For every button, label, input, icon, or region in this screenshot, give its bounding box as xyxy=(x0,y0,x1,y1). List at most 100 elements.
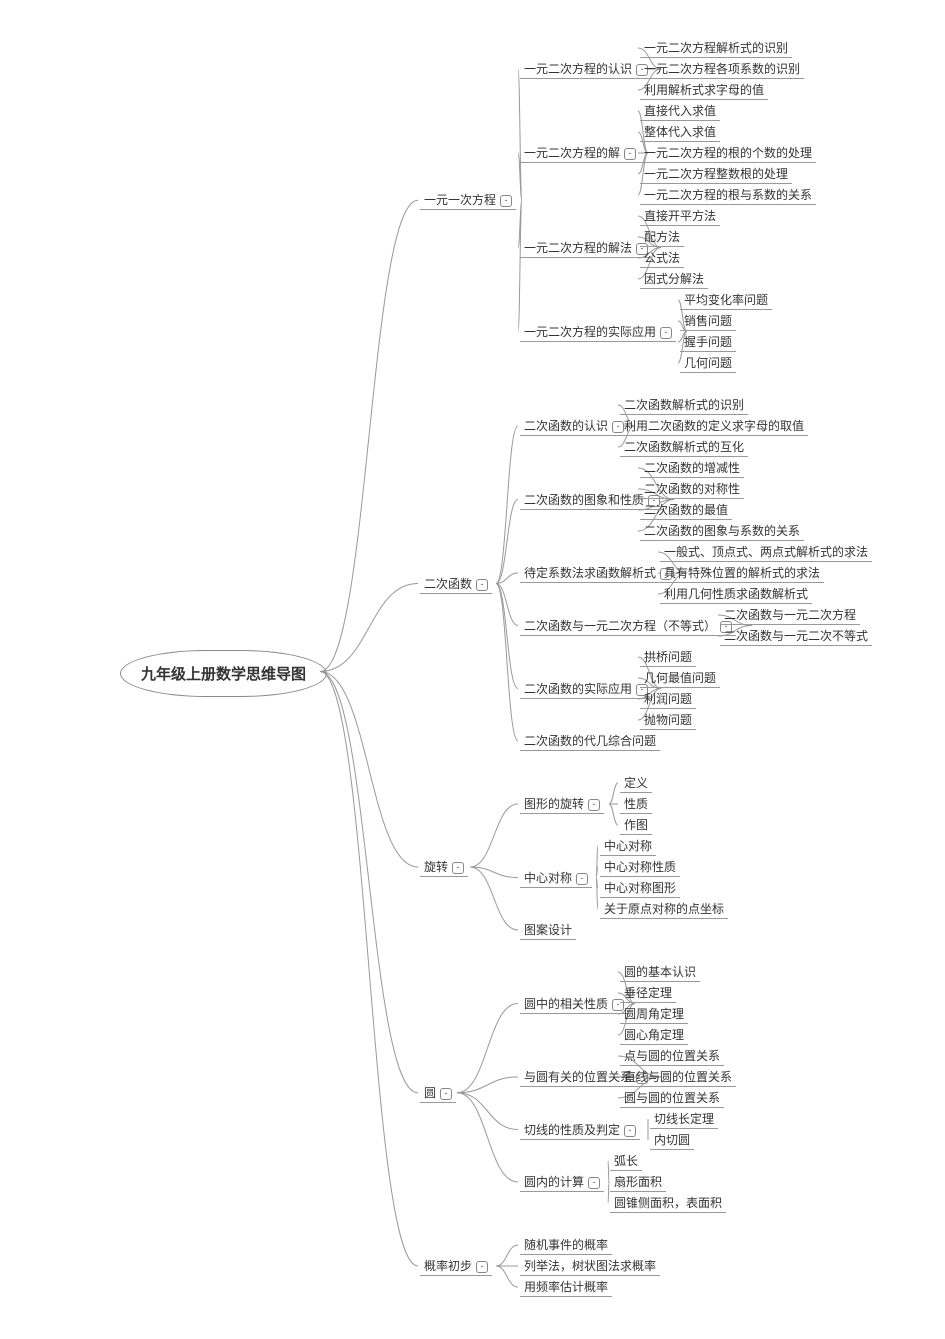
mindmap-node: 内切圆 xyxy=(650,1132,694,1150)
node-text: 平均变化率问题 xyxy=(684,293,768,307)
mindmap-node: 旋转- xyxy=(420,859,468,877)
node-text: 握手问题 xyxy=(684,335,732,349)
node-text: 利润问题 xyxy=(644,692,692,706)
mindmap-node: 用频率估计概率 xyxy=(520,1279,612,1297)
collapse-toggle[interactable]: - xyxy=(476,1261,488,1273)
mindmap-node: 一元二次方程的认识- xyxy=(520,61,652,79)
mindmap-node: 图案设计 xyxy=(520,922,576,940)
collapse-toggle[interactable]: - xyxy=(476,579,488,591)
mindmap-node: 垂径定理 xyxy=(620,985,676,1003)
node-text: 销售问题 xyxy=(684,314,732,328)
collapse-toggle[interactable]: - xyxy=(588,1177,600,1189)
node-text: 二次函数的对称性 xyxy=(644,482,740,496)
node-text: 与圆有关的位置关系 xyxy=(524,1070,632,1084)
mindmap-node: 中心对称 xyxy=(600,838,656,856)
node-text: 整体代入求值 xyxy=(644,125,716,139)
node-text: 弧长 xyxy=(614,1154,638,1168)
node-text: 列举法，树状图法求概率 xyxy=(524,1259,656,1273)
node-text: 圆周角定理 xyxy=(624,1007,684,1021)
node-text: 直接代入求值 xyxy=(644,104,716,118)
node-text: 因式分解法 xyxy=(644,272,704,286)
node-text: 一元二次方程解析式的识别 xyxy=(644,41,788,55)
node-text: 一元二次方程的认识 xyxy=(524,62,632,76)
node-text: 一般式、顶点式、两点式解析式的求法 xyxy=(664,545,868,559)
node-text: 配方法 xyxy=(644,230,680,244)
mindmap-node: 具有特殊位置的解析式的求法 xyxy=(660,565,824,583)
mindmap-node: 圆锥侧面积，表面积 xyxy=(610,1195,726,1213)
mindmap-node: 抛物问题 xyxy=(640,712,696,730)
mindmap-node: 圆- xyxy=(420,1085,456,1103)
mindmap-node: 一元二次方程解析式的识别 xyxy=(640,40,792,58)
mindmap-node: 一元二次方程各项系数的识别 xyxy=(640,61,804,79)
mindmap-node: 圆心角定理 xyxy=(620,1027,688,1045)
mindmap-node: 切线长定理 xyxy=(650,1111,718,1129)
mindmap-node: 中心对称图形 xyxy=(600,880,680,898)
collapse-toggle[interactable]: - xyxy=(440,1088,452,1100)
node-text: 概率初步 xyxy=(424,1259,472,1273)
mindmap-node: 一元二次方程的根的个数的处理 xyxy=(640,145,816,163)
mindmap-node: 随机事件的概率 xyxy=(520,1237,612,1255)
collapse-toggle[interactable]: - xyxy=(588,799,600,811)
node-text: 二次函数与一元二次不等式 xyxy=(724,629,868,643)
mindmap-node: 一元二次方程的根与系数的关系 xyxy=(640,187,816,205)
node-text: 中心对称图形 xyxy=(604,881,676,895)
collapse-toggle[interactable]: - xyxy=(500,195,512,207)
node-text: 二次函数的图象与系数的关系 xyxy=(644,524,800,538)
mindmap-node: 切线的性质及判定- xyxy=(520,1122,640,1140)
mindmap-node: 关于原点对称的点坐标 xyxy=(600,901,728,919)
node-text: 抛物问题 xyxy=(644,713,692,727)
node-text: 一元二次方程的根的个数的处理 xyxy=(644,146,812,160)
node-text: 随机事件的概率 xyxy=(524,1238,608,1252)
mindmap-node: 中心对称- xyxy=(520,870,592,888)
node-text: 二次函数的图象和性质 xyxy=(524,493,644,507)
node-text: 几何问题 xyxy=(684,356,732,370)
mindmap-canvas: 九年级上册数学思维导图一元一次方程-一元二次方程的认识-一元二次方程解析式的识别… xyxy=(0,0,945,1339)
mindmap-node: 配方法 xyxy=(640,229,684,247)
mindmap-node: 二次函数与一元二次方程（不等式）- xyxy=(520,618,736,636)
mindmap-node: 二次函数的对称性 xyxy=(640,481,744,499)
collapse-toggle[interactable]: - xyxy=(576,873,588,885)
node-text: 公式法 xyxy=(644,251,680,265)
mindmap-node: 性质 xyxy=(620,796,652,814)
collapse-toggle[interactable]: - xyxy=(660,327,672,339)
mindmap-node: 点与圆的位置关系 xyxy=(620,1048,724,1066)
mindmap-node: 因式分解法 xyxy=(640,271,708,289)
mindmap-node: 直线与圆的位置关系 xyxy=(620,1069,736,1087)
collapse-toggle[interactable]: - xyxy=(624,148,636,160)
mindmap-node: 一元二次方程的解- xyxy=(520,145,640,163)
node-text: 一元一次方程 xyxy=(424,193,496,207)
mindmap-node: 一元二次方程整数根的处理 xyxy=(640,166,792,184)
mindmap-node: 二次函数的增减性 xyxy=(640,460,744,478)
node-text: 直接开平方法 xyxy=(644,209,716,223)
node-text: 二次函数的认识 xyxy=(524,419,608,433)
node-text: 利用二次函数的定义求字母的取值 xyxy=(624,419,804,433)
node-text: 圆心角定理 xyxy=(624,1028,684,1042)
mindmap-node: 一般式、顶点式、两点式解析式的求法 xyxy=(660,544,872,562)
mindmap-node: 概率初步- xyxy=(420,1258,492,1276)
mindmap-node: 一元二次方程的解法- xyxy=(520,240,652,258)
node-text: 关于原点对称的点坐标 xyxy=(604,902,724,916)
node-text: 几何最值问题 xyxy=(644,671,716,685)
node-text: 圆与圆的位置关系 xyxy=(624,1091,720,1105)
mindmap-node: 中心对称性质 xyxy=(600,859,680,877)
node-text: 二次函数的代几综合问题 xyxy=(524,734,656,748)
mindmap-node: 二次函数解析式的互化 xyxy=(620,439,748,457)
node-text: 圆 xyxy=(424,1086,436,1100)
mindmap-node: 二次函数的代几综合问题 xyxy=(520,733,660,751)
node-text: 切线的性质及判定 xyxy=(524,1123,620,1137)
collapse-toggle[interactable]: - xyxy=(624,1125,636,1137)
node-text: 定义 xyxy=(624,776,648,790)
node-text: 图案设计 xyxy=(524,923,572,937)
collapse-toggle[interactable]: - xyxy=(452,862,464,874)
node-text: 二次函数与一元二次方程（不等式） xyxy=(524,619,716,633)
node-text: 二次函数 xyxy=(424,577,472,591)
mindmap-node: 公式法 xyxy=(640,250,684,268)
node-text: 性质 xyxy=(624,797,648,811)
mindmap-node: 圆与圆的位置关系 xyxy=(620,1090,724,1108)
mindmap-node: 圆周角定理 xyxy=(620,1006,688,1024)
mindmap-node: 几何最值问题 xyxy=(640,670,720,688)
mindmap-node: 几何问题 xyxy=(680,355,736,373)
mindmap-node: 一元一次方程- xyxy=(420,192,516,210)
node-text: 二次函数的增减性 xyxy=(644,461,740,475)
node-text: 中心对称性质 xyxy=(604,860,676,874)
